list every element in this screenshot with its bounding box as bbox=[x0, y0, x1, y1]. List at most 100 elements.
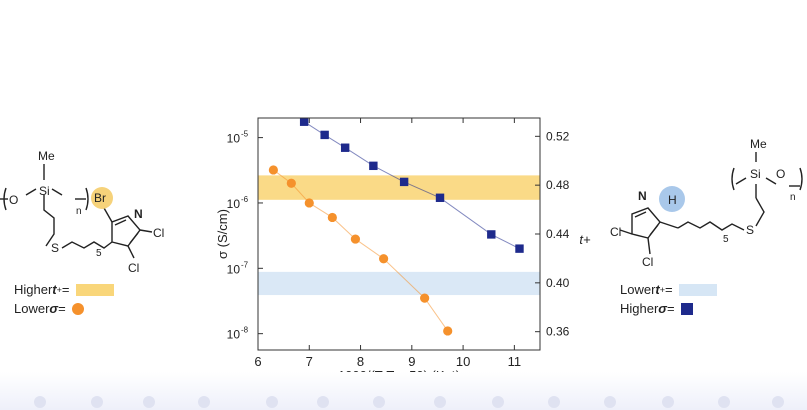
carousel-dot bbox=[373, 396, 385, 408]
ring-nitrogen-label: N bbox=[638, 189, 647, 203]
legend-label: Lower bbox=[620, 282, 656, 297]
carousel-dot bbox=[143, 396, 155, 408]
ring-nitrogen-label: N bbox=[134, 207, 143, 221]
oxygen-atom-label: O bbox=[776, 167, 785, 181]
carousel-dot bbox=[34, 396, 46, 408]
repeat-n-label: n bbox=[76, 206, 82, 217]
left-molecule-structure: O Me Si n S 5 Br N Cl Cl bbox=[0, 149, 164, 275]
legend-equals: = bbox=[666, 301, 675, 316]
y-tick-label-left: 10 bbox=[227, 132, 241, 146]
h-highlight bbox=[659, 186, 685, 212]
legend-label: Lower bbox=[14, 301, 50, 316]
chain-length-label: 5 bbox=[96, 248, 102, 259]
y-tick-label-right: 0.52 bbox=[546, 129, 570, 143]
legend-label: Higher bbox=[620, 301, 659, 316]
x-tick-label: 10 bbox=[456, 354, 470, 369]
carousel-dot bbox=[91, 396, 103, 408]
blue-tplus-band bbox=[258, 271, 540, 296]
y-tick-label-left: 10 bbox=[227, 262, 241, 276]
orange-data-point bbox=[379, 254, 389, 264]
y-tick-label-right: 0.36 bbox=[546, 325, 570, 339]
y-tick-exponent-left: -8 bbox=[241, 326, 249, 335]
orange-data-point bbox=[268, 165, 278, 175]
oxygen-atom-label: O bbox=[9, 193, 18, 207]
navy-data-point bbox=[340, 143, 350, 152]
x-tick-label: 8 bbox=[357, 354, 364, 369]
y-tick-label-right: 0.40 bbox=[546, 276, 570, 290]
y-tick-label-right: 0.48 bbox=[546, 178, 570, 192]
carousel-dot bbox=[772, 396, 784, 408]
legend-equals: = bbox=[665, 282, 673, 297]
y-tick-exponent-left: -5 bbox=[241, 130, 249, 139]
substituent-label: Br bbox=[94, 191, 106, 205]
legend-equals: = bbox=[61, 282, 70, 297]
carousel-dot bbox=[317, 396, 329, 408]
navy-data-point bbox=[487, 230, 496, 239]
legend-symbol: t bbox=[655, 282, 660, 297]
y-tick-label-left: 10 bbox=[227, 197, 241, 211]
navy-data-point bbox=[515, 244, 524, 253]
carousel-dot bbox=[198, 396, 210, 408]
carousel-dots bbox=[0, 394, 807, 410]
navy-data-point bbox=[299, 117, 309, 126]
legend-label: Higher bbox=[14, 282, 53, 297]
x-tick-label: 6 bbox=[254, 354, 261, 369]
legend-subscript: + bbox=[56, 284, 62, 295]
chain-length-label: 5 bbox=[723, 234, 729, 245]
silicon-atom-label: Si bbox=[39, 184, 50, 198]
legend-symbol: σ bbox=[49, 301, 59, 316]
legend-equals: = bbox=[58, 301, 66, 316]
carousel-dot bbox=[266, 396, 278, 408]
plot-frame bbox=[257, 117, 541, 351]
orange-data-point bbox=[420, 293, 430, 303]
carousel-dot bbox=[548, 396, 560, 408]
y-axis-label-left: σ (S/cm) bbox=[215, 209, 230, 259]
chlorine-label-2: Cl bbox=[128, 261, 139, 275]
chlorine-label-1: Cl bbox=[610, 225, 621, 239]
y-tick-label-left: 10 bbox=[227, 328, 241, 342]
y-axis-label-right: t+ bbox=[579, 232, 591, 247]
right-molecule-structure: Cl Cl N H 5 S Si Me O n bbox=[610, 138, 803, 269]
methyl-label: Me bbox=[38, 149, 55, 163]
methyl-label: Me bbox=[750, 138, 767, 151]
y-tick-label-right: 0.44 bbox=[546, 227, 570, 241]
navy-data-point bbox=[320, 130, 329, 140]
x-tick-label: 7 bbox=[306, 354, 313, 369]
navy-square-swatch bbox=[680, 302, 693, 315]
navy-data-point bbox=[435, 193, 445, 202]
legend-symbol: σ bbox=[658, 301, 667, 316]
navy-data-point bbox=[369, 161, 378, 171]
orange-circle-swatch bbox=[71, 302, 84, 315]
orange-data-point bbox=[304, 198, 314, 208]
chlorine-label-1: Cl bbox=[153, 226, 164, 240]
silicon-atom-label: Si bbox=[750, 167, 761, 181]
substituent-label: H bbox=[668, 193, 677, 207]
left-legend-sigma-row: Lower σ = bbox=[14, 301, 84, 316]
navy-data-point bbox=[399, 177, 409, 187]
right-legend-sigma-row: Higher σ = bbox=[620, 301, 693, 316]
carousel-dot bbox=[604, 396, 616, 408]
orange-data-point bbox=[443, 326, 453, 336]
sulfur-atom-label: S bbox=[51, 241, 59, 255]
x-tick-label: 11 bbox=[508, 354, 522, 369]
legend-symbol: t bbox=[52, 282, 57, 297]
orange-data-point bbox=[286, 178, 296, 188]
carousel-dot bbox=[492, 396, 504, 408]
sulfur-atom-label: S bbox=[746, 223, 754, 237]
blue-band-swatch bbox=[678, 283, 717, 296]
orange-data-point bbox=[350, 234, 361, 244]
left-legend-tplus-row: Higher t + = bbox=[14, 282, 114, 297]
y-tick-exponent-left: -6 bbox=[241, 195, 249, 204]
chlorine-label-2: Cl bbox=[642, 255, 653, 269]
orange-data-point bbox=[327, 212, 337, 223]
repeat-n-label: n bbox=[790, 192, 796, 203]
x-tick-label: 9 bbox=[408, 354, 415, 369]
carousel-dot bbox=[434, 396, 446, 408]
carousel-dot bbox=[662, 396, 674, 408]
carousel-dot bbox=[718, 396, 730, 408]
br-highlight bbox=[91, 187, 113, 209]
legend-subscript: + bbox=[659, 284, 666, 295]
gold-band-swatch bbox=[75, 283, 114, 296]
y-tick-exponent-left: -7 bbox=[241, 260, 249, 269]
